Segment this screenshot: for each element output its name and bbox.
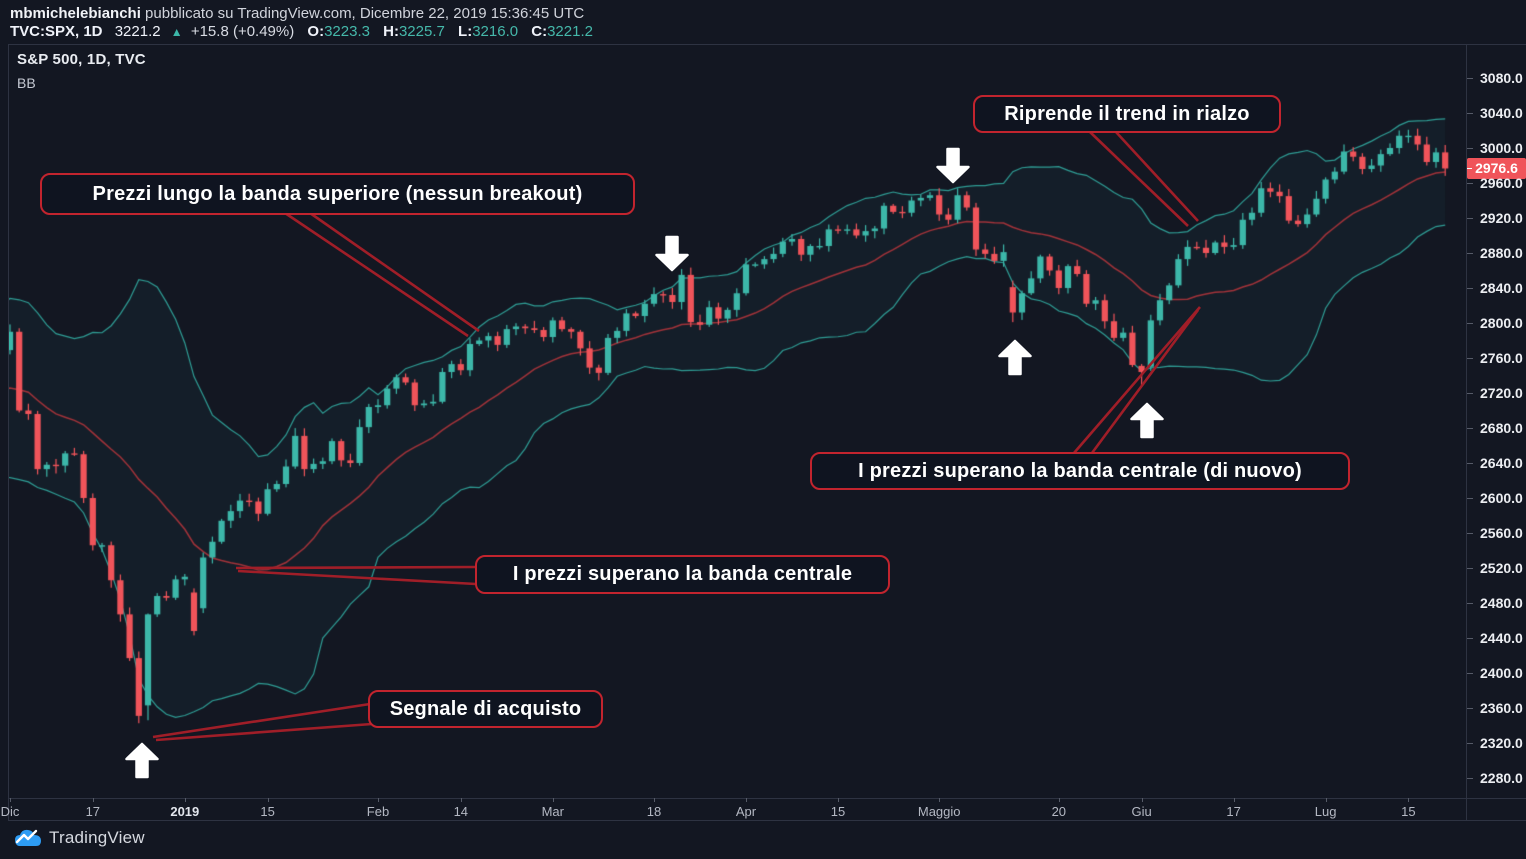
- time-tick-label: 18: [646, 804, 662, 819]
- frame-bottom-border: [8, 820, 1526, 821]
- callout-text: Prezzi lungo la banda superiore (nessun …: [92, 182, 583, 205]
- last-price-value: 3221.2: [114, 23, 161, 40]
- byline-text: pubblicato su TradingView.com, Dicembre …: [145, 5, 585, 22]
- price-axis-separator: [1466, 44, 1467, 820]
- callout-text: Segnale di acquisto: [389, 697, 582, 720]
- open-value: 3223.3: [324, 23, 370, 40]
- price-tick-label: 2320.0: [1467, 735, 1526, 752]
- callout-buy-signal[interactable]: Segnale di acquisto: [368, 690, 603, 728]
- time-tick-label: Lug: [1314, 804, 1337, 819]
- frame-left-border: [8, 44, 9, 820]
- time-tick-label: Apr: [735, 804, 757, 819]
- callout-text: I prezzi superano la banda centrale: [512, 563, 853, 585]
- tradingview-footer[interactable]: TradingView: [14, 827, 145, 849]
- callout-text: I prezzi superano la banda centrale (di …: [858, 459, 1302, 482]
- price-tick-label: 2800.0: [1467, 315, 1526, 332]
- callout-text: Riprende il trend in rialzo: [1004, 102, 1250, 125]
- symbol-info-row: TVC:SPX, 1D 3221.2 ▲ +15.8 (+0.49%) O:32…: [10, 23, 593, 40]
- time-tick-label: 17: [1226, 804, 1241, 819]
- time-tick-mark: [654, 798, 655, 802]
- callout-cross-mid-band[interactable]: I prezzi superano la banda centrale: [475, 555, 890, 594]
- price-change: +15.8 (+0.49%): [190, 23, 295, 40]
- callout-upper-band-no-breakout[interactable]: Prezzi lungo la banda superiore (nessun …: [40, 173, 635, 215]
- price-tick-label: 2960.0: [1467, 175, 1526, 192]
- time-tick-mark: [378, 798, 379, 802]
- time-tick-label: 17: [85, 804, 101, 819]
- time-tick-mark: [1325, 798, 1327, 802]
- time-tick-mark: [267, 798, 269, 802]
- price-tick-label: 2680.0: [1467, 420, 1526, 437]
- price-up-triangle-icon: ▲: [170, 25, 183, 39]
- tradingview-logo-icon[interactable]: [14, 827, 42, 849]
- high-value: 3225.7: [398, 23, 445, 40]
- price-tick-label: 3000.0: [1467, 140, 1526, 157]
- time-tick-label: Feb: [366, 804, 390, 819]
- publication-byline: mbmichelebianchi pubblicato su TradingVi…: [10, 5, 584, 22]
- time-tick-mark: [1408, 798, 1410, 802]
- price-tick-label: 2840.0: [1467, 280, 1526, 297]
- time-tick-mark: [939, 798, 941, 802]
- callout-cross-mid-band-again[interactable]: I prezzi superano la banda centrale (di …: [810, 452, 1350, 490]
- price-axis[interactable]: 2976.6 3080.0 3040.0 3000.0 2960.0 2920.0 288…: [1467, 44, 1526, 820]
- legend-indicator-bb[interactable]: BB: [17, 75, 36, 91]
- price-tick-label: 3040.0: [1467, 105, 1526, 122]
- author-name[interactable]: mbmichelebianchi: [10, 5, 141, 22]
- price-tick-label: 2720.0: [1467, 385, 1526, 402]
- price-tick-label: 2280.0: [1467, 770, 1526, 787]
- price-tick-label: 2760.0: [1467, 350, 1526, 367]
- tradingview-brand-text: TradingView: [49, 828, 145, 847]
- time-tick-label: 14: [453, 804, 469, 819]
- frame-top-border: [8, 44, 1526, 45]
- price-tick-label: 2400.0: [1467, 665, 1526, 682]
- time-tick-label: 15: [260, 804, 275, 819]
- last-price-badge: 2976.6: [1467, 157, 1526, 179]
- candlestick-chart-canvas[interactable]: [9, 45, 1465, 797]
- price-tick-label: 2880.0: [1467, 245, 1526, 262]
- close-value: 3221.2: [547, 23, 593, 40]
- time-tick-label: Mar: [541, 804, 564, 819]
- close-label: C:: [531, 23, 548, 40]
- time-tick-label: 20: [1051, 804, 1067, 819]
- time-tick-label: 15: [1401, 804, 1416, 819]
- time-tick-label: Maggio: [917, 804, 961, 819]
- time-tick-label: 2019: [170, 804, 200, 819]
- price-tick-label: 2440.0: [1467, 630, 1526, 647]
- time-tick-mark: [746, 798, 747, 802]
- price-tick-label: 3080.0: [1467, 70, 1526, 87]
- low-label: L:: [458, 23, 473, 40]
- time-tick-mark: [552, 798, 554, 802]
- callout-trend-resumes[interactable]: Riprende il trend in rialzo: [973, 95, 1281, 133]
- price-tick-label: 2520.0: [1467, 560, 1526, 577]
- price-tick-label: 2360.0: [1467, 700, 1526, 717]
- time-tick-mark: [92, 798, 94, 802]
- price-tick-label: 2920.0: [1467, 210, 1526, 227]
- time-tick-label: Dic: [0, 804, 20, 819]
- time-tick-mark: [1233, 798, 1235, 802]
- time-tick-mark: [10, 798, 11, 802]
- time-tick-mark: [184, 798, 186, 802]
- chart-legend: S&P 500, 1D, TVC BB: [17, 52, 146, 90]
- price-tick-label: 2480.0: [1467, 595, 1526, 612]
- symbol-name[interactable]: TVC:SPX, 1D: [10, 23, 103, 40]
- legend-symbol-title[interactable]: S&P 500, 1D, TVC: [17, 51, 146, 68]
- time-tick-mark: [1141, 798, 1143, 802]
- open-label: O:: [307, 23, 325, 40]
- time-tick-mark: [1058, 798, 1060, 802]
- time-tick-mark: [838, 798, 839, 802]
- time-axis-top-border: [8, 798, 1526, 799]
- time-tick-label: Giu: [1131, 804, 1152, 819]
- price-tick-label: 2640.0: [1467, 455, 1526, 472]
- price-tick-label: 2600.0: [1467, 490, 1526, 507]
- high-label: H:: [383, 23, 399, 40]
- time-tick-mark: [460, 798, 462, 802]
- low-value: 3216.0: [472, 23, 519, 40]
- time-tick-label: 15: [830, 804, 846, 819]
- price-tick-label: 2560.0: [1467, 525, 1526, 542]
- time-axis[interactable]: Dic 17 2019 15 Feb 14 Mar 18 Apr 15 Maggio 20 Giu 17 L…: [1, 798, 1466, 820]
